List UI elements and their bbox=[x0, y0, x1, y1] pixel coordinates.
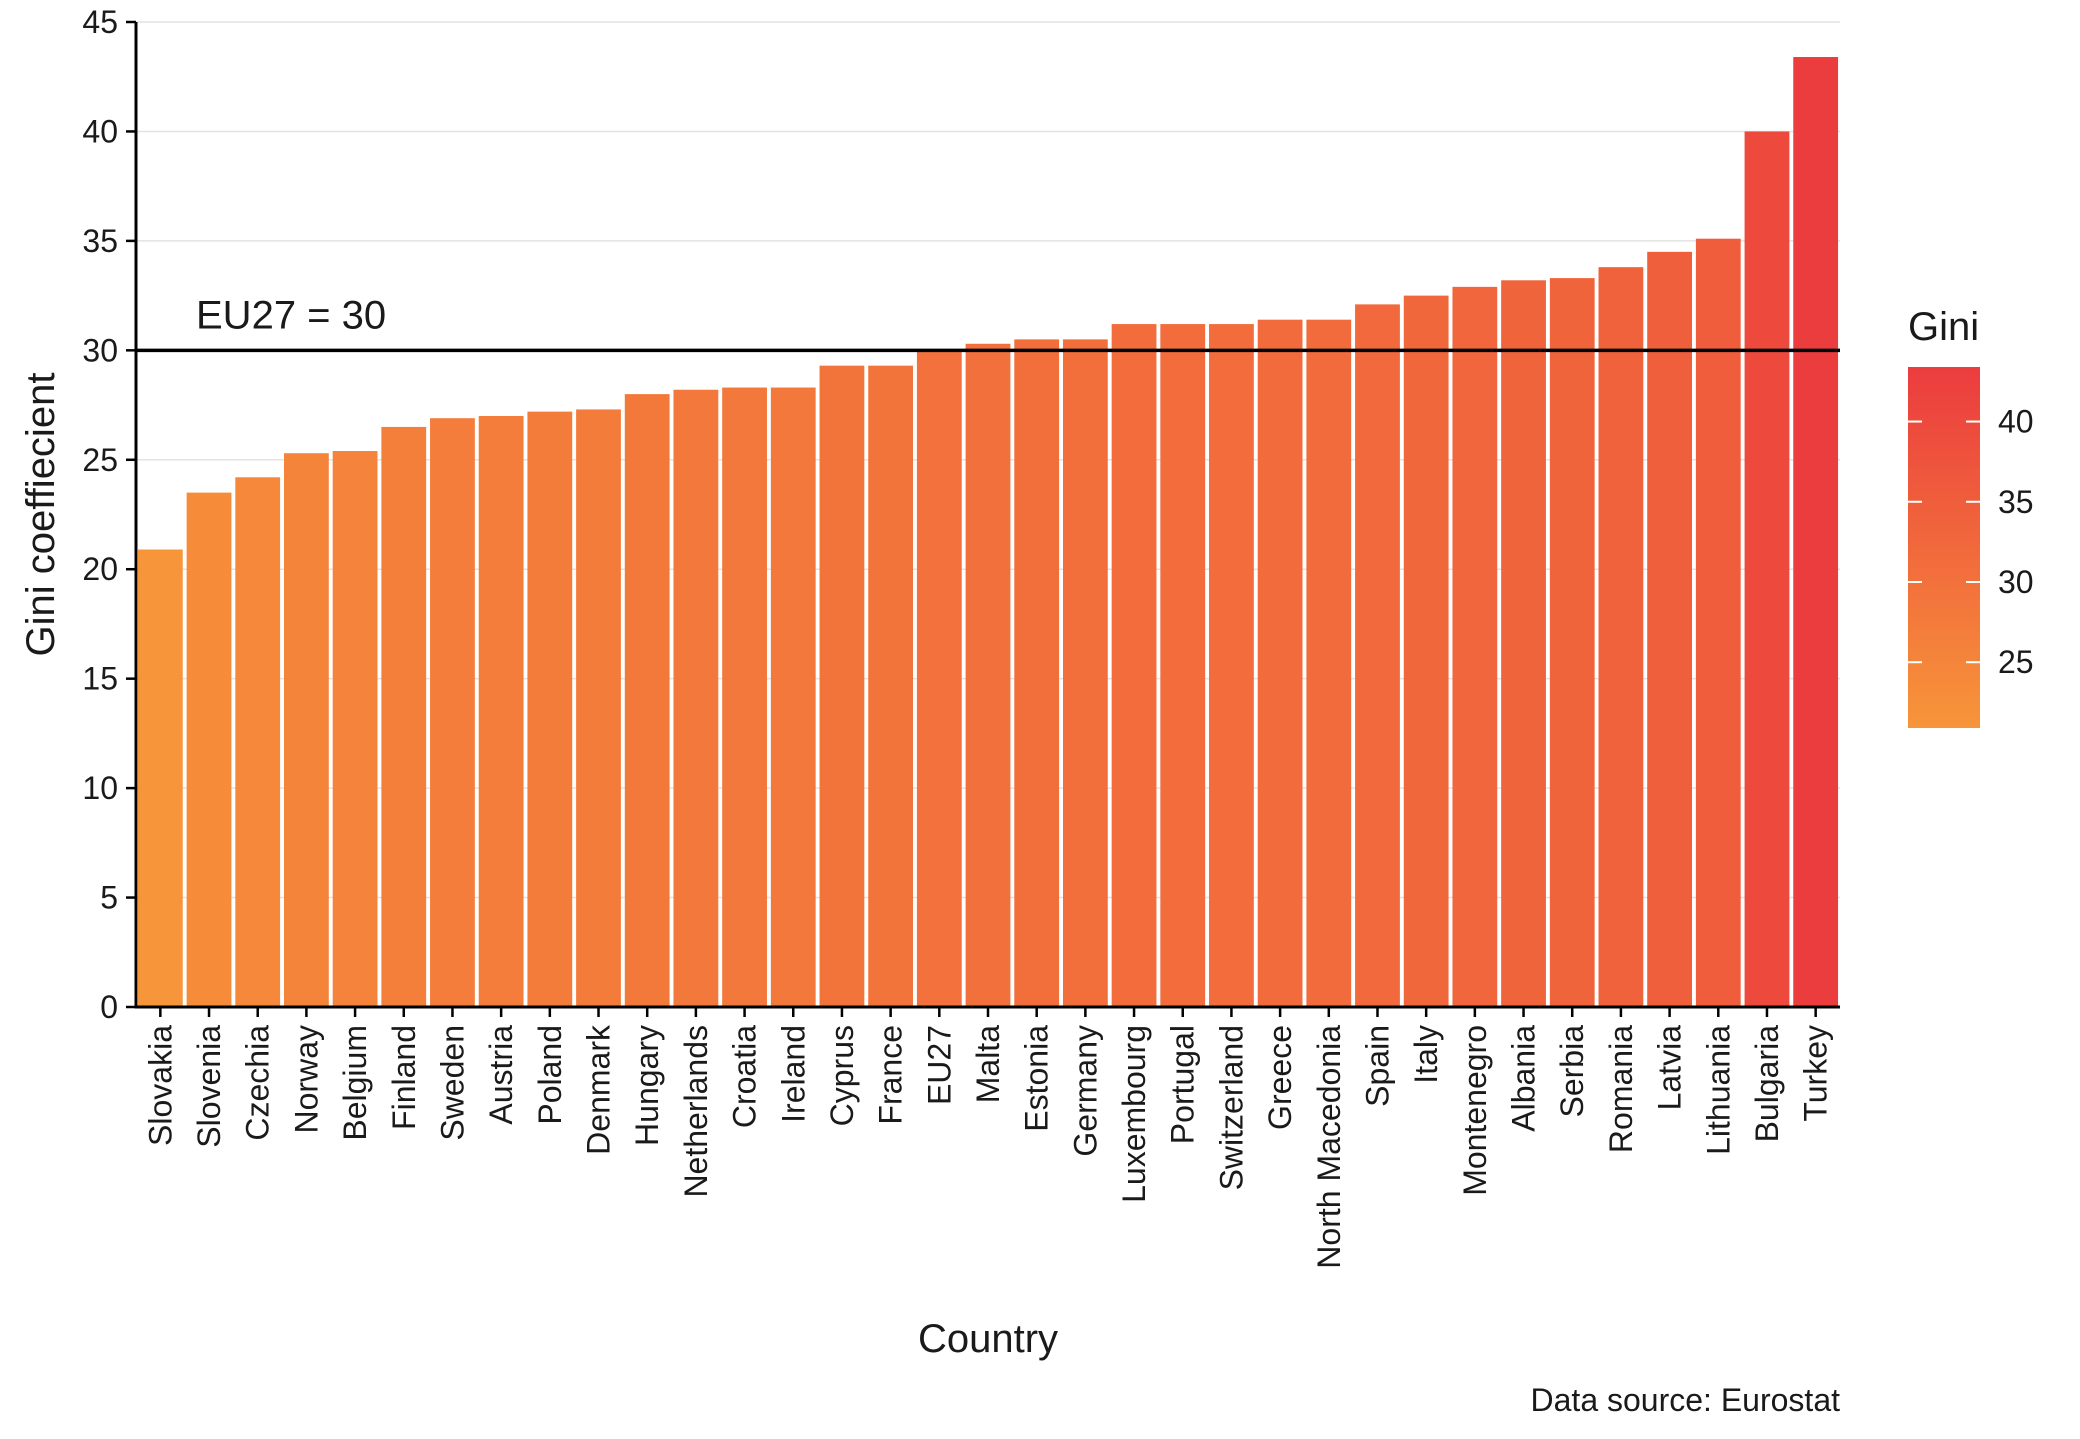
legend-tick-label: 25 bbox=[1998, 644, 2034, 680]
x-tick-label: Turkey bbox=[1798, 1025, 1834, 1122]
x-tick-label: Sweden bbox=[434, 1025, 470, 1141]
bar bbox=[1355, 304, 1400, 1007]
y-tick-label: 35 bbox=[82, 223, 118, 259]
x-tick-label: Denmark bbox=[581, 1024, 617, 1155]
x-tick-label: Croatia bbox=[727, 1025, 763, 1128]
x-tick-label: Austria bbox=[483, 1025, 519, 1125]
bar bbox=[576, 409, 621, 1007]
x-tick-label: Montenegro bbox=[1457, 1025, 1493, 1196]
bars bbox=[137, 57, 1839, 1008]
y-tick-label: 20 bbox=[82, 551, 118, 587]
bar bbox=[819, 365, 865, 1008]
x-tick-label: Norway bbox=[288, 1025, 324, 1133]
x-tick-label: Cyprus bbox=[824, 1025, 860, 1126]
eu27-reference-label: EU27 = 30 bbox=[196, 293, 386, 337]
legend-tick-label: 40 bbox=[1998, 404, 2034, 440]
x-tick-label: Belgium bbox=[337, 1025, 373, 1141]
x-axis-ticks: Slovakia Slovenia Czechia Norway Belgium Finl… bbox=[142, 1007, 1834, 1269]
bar bbox=[1793, 57, 1839, 1008]
x-tick-label: Lithuania bbox=[1700, 1025, 1736, 1155]
bar bbox=[137, 549, 183, 1007]
x-tick-label: Spain bbox=[1359, 1025, 1395, 1107]
x-tick-label: Greece bbox=[1262, 1025, 1298, 1130]
y-tick-label: 45 bbox=[82, 4, 118, 40]
data-source-caption: Data source: Eurostat bbox=[1531, 1382, 1841, 1418]
legend-tick-label: 30 bbox=[1998, 564, 2034, 600]
bar bbox=[965, 343, 1011, 1007]
x-tick-label: Latvia bbox=[1652, 1025, 1688, 1111]
bar bbox=[1549, 278, 1595, 1008]
x-tick-label: Bulgaria bbox=[1749, 1025, 1785, 1143]
bar bbox=[527, 411, 573, 1008]
x-tick-label: Slovakia bbox=[142, 1025, 178, 1146]
x-tick-label: Albania bbox=[1506, 1025, 1542, 1132]
x-tick-label: Switzerland bbox=[1213, 1025, 1249, 1190]
y-tick-label: 0 bbox=[100, 989, 118, 1025]
y-tick-label: 5 bbox=[100, 880, 118, 916]
x-tick-label: Malta bbox=[970, 1025, 1006, 1103]
bar bbox=[1111, 324, 1157, 1008]
x-tick-label: Hungary bbox=[629, 1025, 665, 1146]
bar bbox=[235, 477, 281, 1007]
legend-ticks: 25 30 35 40 bbox=[1908, 404, 2034, 680]
bar bbox=[1598, 267, 1644, 1008]
x-tick-label: Romania bbox=[1603, 1025, 1639, 1153]
x-tick-label: Slovenia bbox=[191, 1025, 227, 1148]
reference-line-group: EU27 = 30 bbox=[136, 293, 1840, 353]
x-tick-label: Netherlands bbox=[678, 1025, 714, 1198]
bar bbox=[1695, 238, 1741, 1007]
bar bbox=[1062, 339, 1108, 1007]
x-tick-label: Italy bbox=[1408, 1025, 1444, 1084]
bar bbox=[770, 387, 816, 1007]
x-axis-title: Country bbox=[918, 1317, 1058, 1361]
bar bbox=[1209, 324, 1254, 1008]
x-tick-label: Germany bbox=[1067, 1025, 1103, 1157]
y-tick-label: 25 bbox=[82, 442, 118, 478]
bar bbox=[624, 394, 670, 1008]
x-tick-label: France bbox=[873, 1025, 909, 1125]
bar bbox=[1403, 295, 1449, 1008]
bar bbox=[284, 453, 329, 1007]
x-tick-label: Serbia bbox=[1554, 1025, 1590, 1118]
bar bbox=[478, 416, 524, 1007]
x-tick-label: EU27 bbox=[921, 1025, 957, 1105]
bar bbox=[916, 350, 962, 1007]
bar bbox=[1014, 339, 1060, 1007]
bar bbox=[1257, 319, 1303, 1007]
x-tick-label: Finland bbox=[386, 1025, 422, 1130]
legend-title: Gini bbox=[1908, 305, 1979, 349]
legend-colorbar bbox=[1908, 367, 1980, 728]
x-tick-label: Czechia bbox=[240, 1025, 276, 1141]
bar bbox=[332, 451, 378, 1007]
y-tick-label: 15 bbox=[82, 661, 118, 697]
x-tick-label: Luxembourg bbox=[1116, 1025, 1152, 1203]
bar bbox=[1744, 131, 1790, 1007]
bar bbox=[1501, 280, 1546, 1007]
bar bbox=[722, 387, 767, 1007]
y-axis-ticks: 0 5 10 15 20 25 30 35 40 45 bbox=[82, 4, 136, 1025]
bar bbox=[1160, 324, 1206, 1008]
bar bbox=[1452, 286, 1498, 1007]
bar bbox=[673, 389, 719, 1007]
bar bbox=[868, 365, 914, 1008]
x-tick-label: North Macedonia bbox=[1311, 1025, 1347, 1269]
bar bbox=[1306, 319, 1352, 1007]
legend: Gini 25 30 35 40 bbox=[1908, 305, 2034, 728]
y-tick-label: 40 bbox=[82, 113, 118, 149]
bar bbox=[1647, 251, 1692, 1008]
legend-tick-label: 35 bbox=[1998, 484, 2034, 520]
y-tick-label: 10 bbox=[82, 770, 118, 806]
bar bbox=[381, 426, 427, 1007]
bar bbox=[186, 492, 232, 1008]
x-tick-label: Ireland bbox=[775, 1025, 811, 1123]
y-tick-label: 30 bbox=[82, 332, 118, 368]
y-axis-title: Gini coeffiecient bbox=[19, 373, 63, 657]
bar bbox=[430, 418, 475, 1007]
x-tick-label: Poland bbox=[532, 1025, 568, 1125]
x-tick-label: Portugal bbox=[1165, 1025, 1201, 1144]
x-tick-label: Estonia bbox=[1019, 1025, 1055, 1132]
